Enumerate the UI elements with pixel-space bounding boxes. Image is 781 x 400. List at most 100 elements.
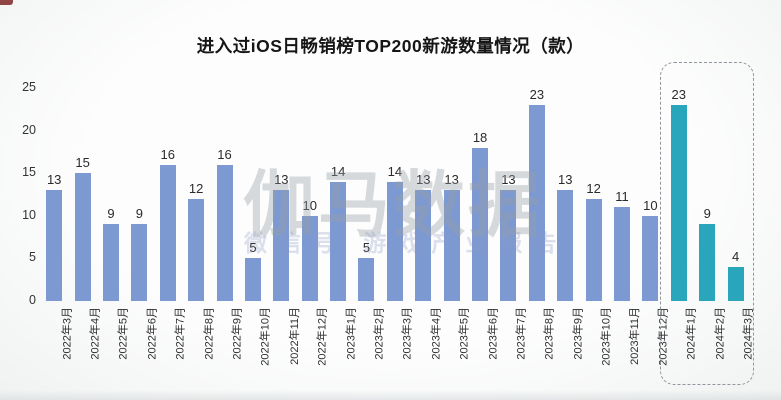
x-axis-label-cell: 2022年9月 <box>210 301 244 396</box>
bar-column: 14 <box>324 0 352 301</box>
bar <box>415 190 432 301</box>
x-axis-label-cell: 2023年8月 <box>523 301 556 396</box>
bar-column: 12 <box>182 0 210 301</box>
bar-value-label: 15 <box>75 155 90 171</box>
x-axis-label-cell: 2022年5月 <box>97 301 130 396</box>
bar-value-label: 4 <box>731 248 740 264</box>
x-axis-label-cell: 2023年5月 <box>438 301 471 396</box>
bar <box>244 258 261 301</box>
bar-column: 9 <box>693 0 721 301</box>
x-axis-label-cell: 2023年2月 <box>352 301 386 396</box>
bar-column: 14 <box>381 0 409 301</box>
bar <box>585 198 602 301</box>
bar-value-label: 14 <box>330 163 346 179</box>
x-axis-label-cell: 2022年3月 <box>40 301 73 396</box>
bar-value-label: 13 <box>274 172 289 188</box>
bar-value-label: 10 <box>302 197 317 213</box>
bar <box>159 164 176 301</box>
y-axis-tick-label: 0 <box>29 293 36 307</box>
bar-value-label: 18 <box>472 129 488 145</box>
x-axis-label-cell: 2023年10月 <box>580 301 613 396</box>
bar-value-label: 9 <box>135 206 143 222</box>
bar <box>557 190 574 301</box>
bar-value-label: 13 <box>501 172 516 188</box>
bar <box>358 258 375 301</box>
bar-value-label: 12 <box>586 180 601 196</box>
bar-column: 16 <box>154 0 182 301</box>
x-axis-label-cell: 2022年8月 <box>182 301 215 396</box>
bar-value-label: 9 <box>703 206 711 222</box>
bar-column: 18 <box>466 0 494 301</box>
bar <box>46 190 63 301</box>
y-axis-tick-label: 10 <box>22 207 36 222</box>
x-axis-label-cell: 2024年1月 <box>665 301 698 396</box>
x-axis-label: 2024年3月 <box>742 307 755 360</box>
bar-column: 13 <box>267 0 295 301</box>
bar-column: 15 <box>68 0 96 301</box>
corner-red-mark <box>0 0 13 5</box>
bar <box>386 181 403 301</box>
x-axis-label-cell: 2023年6月 <box>466 301 499 396</box>
bar-highlighted <box>699 224 716 301</box>
bar <box>301 215 318 301</box>
bar-column: 10 <box>296 0 324 301</box>
y-axis-tick-label: 20 <box>22 122 36 137</box>
bar <box>443 190 460 301</box>
bar <box>102 224 119 301</box>
bar-value-label: 16 <box>217 146 232 162</box>
y-axis-tick-label: 25 <box>22 80 36 94</box>
x-axis-label-cell: 2022年12月 <box>296 301 329 396</box>
bar <box>614 207 630 301</box>
bar-value-label: 13 <box>416 172 431 188</box>
y-axis-tick-label: 15 <box>22 165 36 180</box>
bar-value-label: 13 <box>46 172 62 188</box>
bar-value-label: 14 <box>387 163 403 179</box>
bar-column: 13 <box>409 0 437 301</box>
bar-column: 9 <box>97 0 125 301</box>
x-axis-label-cell: 2023年7月 <box>494 301 528 396</box>
y-axis-tick-label: 5 <box>29 250 36 265</box>
bar-value-label: 10 <box>643 197 658 213</box>
x-axis-label-cell: 2023年9月 <box>551 301 584 396</box>
bar-column: 13 <box>437 0 465 301</box>
bar-value-label: 9 <box>107 206 115 222</box>
bar-column: 16 <box>210 0 238 301</box>
bar-value-label: 16 <box>160 146 175 162</box>
bar <box>131 224 148 301</box>
bar-column: 12 <box>579 0 607 301</box>
bar-value-label: 23 <box>671 87 687 103</box>
bar-column: 5 <box>239 0 267 301</box>
bar-value-label: 5 <box>362 240 371 256</box>
x-axis-label-cell: 2023年3月 <box>381 301 414 396</box>
bar-column: 13 <box>40 0 68 301</box>
x-axis-label-cell: 2023年12月 <box>636 301 670 396</box>
plot-area: 13 15 9 9 16 12 16 5 13 10 14 5 14 13 13 18 13 23 13 12 11 10… <box>40 0 750 302</box>
bar-highlighted <box>670 105 687 301</box>
bar-value-label: 12 <box>188 180 204 196</box>
bar <box>500 190 517 301</box>
bar <box>330 181 347 301</box>
bar-column: 23 <box>523 0 551 301</box>
bar-column: 10 <box>636 0 664 301</box>
bar <box>528 105 545 301</box>
bar-value-label: 11 <box>615 189 629 205</box>
bar <box>188 198 205 301</box>
bar-value-label: 13 <box>444 172 459 188</box>
bottom-fade <box>0 390 781 400</box>
x-axis-label-cell: 2023年4月 <box>409 301 442 396</box>
bar-column: 13 <box>494 0 522 301</box>
bar-column: 23 <box>665 0 693 301</box>
x-axis-label-cell: 2023年11月 <box>608 301 641 396</box>
bar-column: 4 <box>721 0 749 301</box>
x-axis-label-cell: 2022年4月 <box>68 301 102 396</box>
bar-highlighted <box>727 266 744 301</box>
x-axis-label-cell: 2022年11月 <box>267 301 300 396</box>
bar <box>216 164 233 301</box>
bar-value-label: 5 <box>249 240 257 256</box>
bar <box>472 147 489 301</box>
x-axis-label-cell: 2024年3月 <box>722 301 755 396</box>
bar-value-label: 23 <box>529 87 545 103</box>
x-axis-label-cell: 2024年2月 <box>693 301 726 396</box>
bar-column: 11 <box>608 0 636 301</box>
